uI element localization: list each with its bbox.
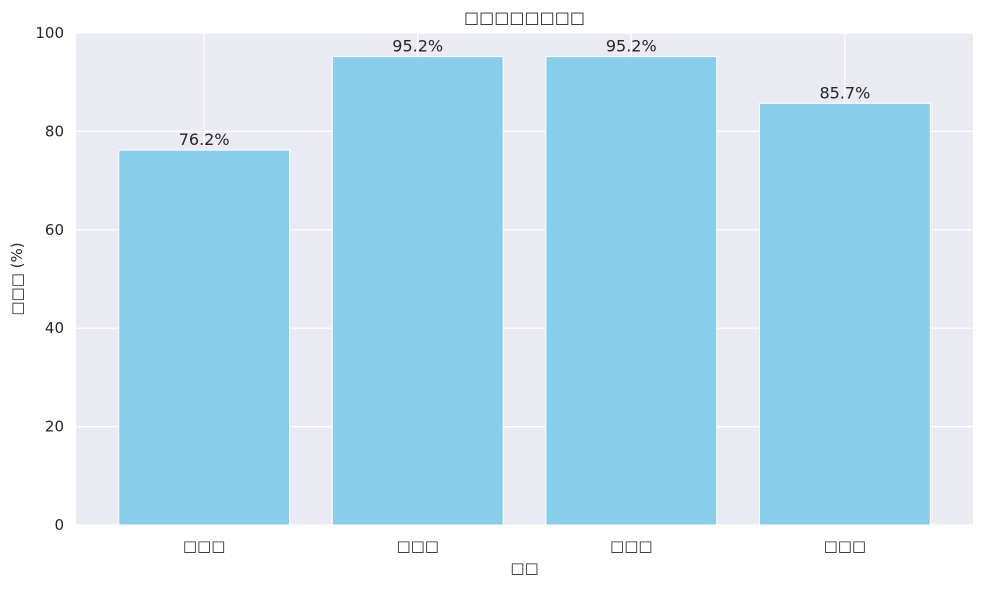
bar-value-label: 76.2% (179, 130, 230, 149)
y-tick-label: 80 (45, 122, 64, 140)
bar (118, 149, 291, 526)
bar (545, 56, 718, 526)
bar (331, 56, 504, 526)
y-tick-label: 60 (45, 221, 64, 239)
data-labels: 76.2% 95.2% 95.2% 85.7% (179, 37, 871, 149)
x-axis-label: □□ (510, 559, 538, 577)
y-tick-label: 100 (35, 24, 64, 42)
bar-value-label: 95.2% (392, 37, 443, 56)
x-tick-label: □□□ (183, 537, 226, 555)
x-tick-label: □□□ (824, 537, 867, 555)
bar (758, 102, 931, 526)
y-axis-label: □□□ (%) (8, 242, 26, 315)
chart-title: □□□□□□□□ (464, 8, 585, 27)
y-tick-label: 0 (54, 516, 64, 534)
y-tick-label: 40 (45, 319, 64, 337)
x-tick-label: □□□ (610, 537, 653, 555)
y-tick-label: 20 (45, 418, 64, 436)
bar-value-label: 85.7% (819, 83, 870, 102)
x-tick-label: □□□ (396, 537, 439, 555)
y-axis-ticks: 0 20 40 60 80 100 (35, 24, 64, 534)
bars (118, 56, 931, 526)
bar-value-label: 95.2% (606, 37, 657, 56)
x-axis-ticks: □□□ □□□ □□□ □□□ (183, 537, 866, 555)
